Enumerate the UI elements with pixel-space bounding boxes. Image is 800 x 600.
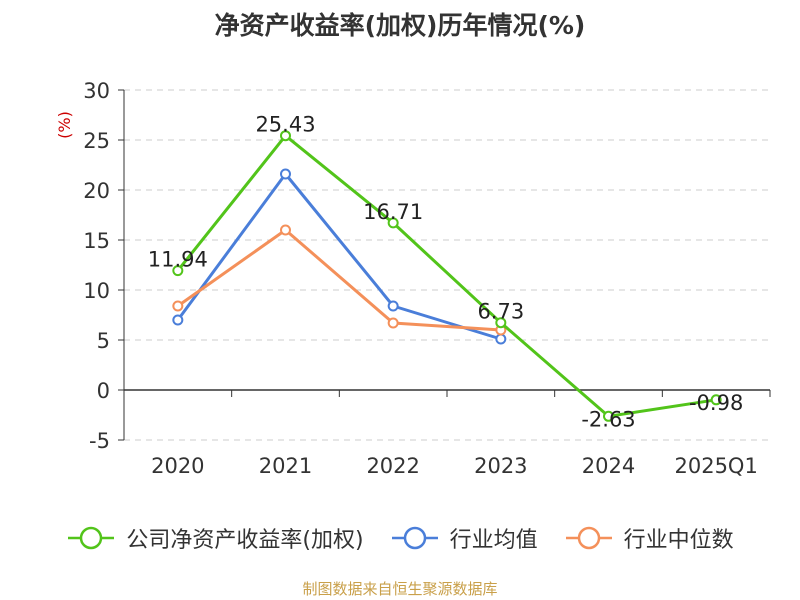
data-point — [280, 168, 291, 180]
data-point — [603, 410, 614, 422]
data-point — [495, 333, 507, 345]
data-point — [710, 394, 722, 406]
data-point — [172, 300, 184, 312]
chart-title: 净资产收益率(加权)历年情况(%) — [214, 11, 586, 40]
source-note: 制图数据来自恒生聚源数据库 — [302, 580, 498, 598]
data-label: 25.43 — [255, 113, 315, 137]
legend-marker-icon — [565, 526, 612, 550]
y-tick-label: 15 — [83, 229, 110, 253]
data-point — [280, 130, 291, 142]
x-tick-label: 2024 — [582, 454, 635, 478]
legend: 公司净资产收益率(加权) 行业均值 行业中位数 — [0, 518, 800, 558]
data-label: -0.98 — [689, 391, 743, 415]
y-tick-label: 5 — [97, 329, 110, 353]
legend-label: 行业中位数 — [623, 528, 734, 553]
y-tick-label: 10 — [83, 279, 110, 303]
legend-item: 行业中位数 — [564, 522, 734, 554]
legend-marker-icon — [391, 526, 438, 550]
legend-item: 公司净资产收益率(加权) — [66, 522, 364, 554]
series-line — [176, 172, 502, 341]
data-point — [387, 217, 399, 229]
data-label: 11.94 — [148, 248, 208, 272]
y-tick-label: 20 — [83, 179, 110, 203]
data-label: 16.71 — [363, 200, 423, 224]
legend-item: 行业均值 — [390, 522, 538, 554]
data-label: -2.63 — [581, 407, 635, 431]
x-tick-label: 2021 — [259, 454, 312, 478]
data-point — [387, 317, 399, 329]
y-tick-label: -5 — [89, 429, 110, 453]
x-tick-label: 2023 — [474, 454, 527, 478]
series-line — [176, 134, 717, 418]
x-tick-label: 2020 — [151, 454, 204, 478]
y-tick-label: 30 — [83, 79, 110, 103]
x-tick-label: 2022 — [366, 454, 419, 478]
data-point — [495, 317, 507, 329]
data-point — [280, 224, 291, 236]
y-tick-label: 0 — [97, 379, 110, 403]
data-point — [387, 300, 399, 312]
data-point — [172, 265, 184, 277]
legend-marker-icon — [68, 526, 115, 550]
x-tick-label: 2025Q1 — [674, 454, 757, 478]
legend-label: 公司净资产收益率(加权) — [126, 528, 364, 553]
legend-label: 行业均值 — [449, 528, 538, 553]
y-axis-label: (%) — [55, 111, 74, 139]
data-label: 6.73 — [477, 300, 524, 324]
y-tick-label: 25 — [83, 129, 110, 153]
series-line — [176, 228, 501, 332]
data-point — [172, 314, 184, 326]
